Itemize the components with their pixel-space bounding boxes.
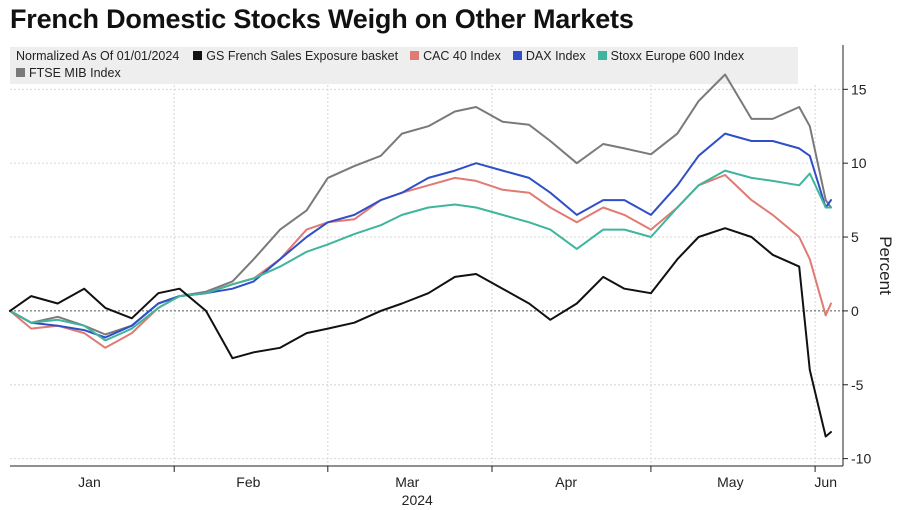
chart-title: French Domestic Stocks Weigh on Other Ma… <box>10 4 634 34</box>
series-lines <box>9 73 832 438</box>
series-line <box>9 169 832 342</box>
legend-label: GS French Sales Exposure basket <box>206 49 399 63</box>
y-tick-label: 5 <box>851 229 859 245</box>
y-tick-label: 0 <box>851 303 859 319</box>
legend-swatch <box>512 51 522 60</box>
series-line <box>9 174 832 349</box>
legend-swatch <box>16 68 25 77</box>
legend-label: DAX Index <box>525 49 586 63</box>
legend-item-stoxx600: Stoxx Europe 600 Index <box>597 49 745 63</box>
x-tick-label: Jun <box>814 474 837 490</box>
x-axis-label: 2024 <box>402 492 433 508</box>
legend-swatch <box>193 51 203 60</box>
x-tick-label: Jan <box>78 474 101 490</box>
series-line <box>9 227 832 438</box>
y-tick-label: 10 <box>851 155 867 171</box>
legend-item-dax: DAX Index <box>512 49 586 63</box>
y-tick-label: -5 <box>851 377 864 393</box>
x-tick-label: May <box>717 474 743 490</box>
legend-item-ftse-mib: FTSE MIB Index <box>16 66 121 80</box>
x-tick-label: Mar <box>395 474 419 490</box>
axes: -10 -5 0 5 10 15 Jan Feb Mar Apr May Jun 2024 Percent <box>10 45 895 508</box>
series-line <box>9 132 832 339</box>
legend-label: FTSE MIB Index <box>29 66 121 80</box>
legend-item-gs-basket: GS French Sales Exposure basket <box>193 49 398 63</box>
x-tick-label: Apr <box>555 474 577 490</box>
legend-item-cac40: CAC 40 Index <box>410 49 501 63</box>
y-tick-label: -10 <box>851 451 871 467</box>
legend-label: Stoxx Europe 600 Index <box>610 49 745 63</box>
legend-swatch <box>410 51 420 60</box>
legend-subtitle: Normalized As Of 01/01/2024 <box>16 49 180 63</box>
legend-label: CAC 40 Index <box>423 49 501 63</box>
gridlines <box>10 85 843 466</box>
legend-swatch <box>597 51 607 60</box>
y-tick-label: 15 <box>851 81 867 97</box>
y-axis-label: Percent <box>876 236 895 295</box>
legend: Normalized As Of 01/01/2024 GS French Sal… <box>10 47 798 84</box>
x-tick-label: Feb <box>236 474 260 490</box>
